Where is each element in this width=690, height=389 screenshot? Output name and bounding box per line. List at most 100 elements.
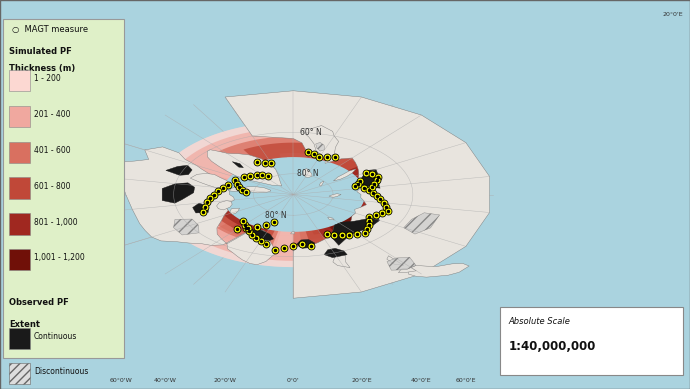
Polygon shape bbox=[197, 177, 293, 241]
Text: 20°0'W: 20°0'W bbox=[214, 378, 237, 383]
Polygon shape bbox=[227, 230, 277, 265]
Polygon shape bbox=[293, 188, 365, 228]
Text: Observed PF: Observed PF bbox=[9, 298, 69, 307]
Polygon shape bbox=[299, 168, 373, 198]
Text: 1,001 - 1,200: 1,001 - 1,200 bbox=[34, 253, 85, 263]
Text: 1:40,000,000: 1:40,000,000 bbox=[509, 340, 596, 353]
Polygon shape bbox=[328, 217, 334, 220]
Bar bbox=[9, 249, 30, 270]
Text: Discontinuous: Discontinuous bbox=[34, 367, 88, 376]
Polygon shape bbox=[233, 162, 244, 168]
FancyBboxPatch shape bbox=[500, 307, 683, 375]
Polygon shape bbox=[290, 232, 295, 234]
Polygon shape bbox=[398, 268, 416, 273]
Polygon shape bbox=[247, 230, 273, 240]
Polygon shape bbox=[244, 143, 393, 245]
Polygon shape bbox=[207, 150, 282, 186]
Polygon shape bbox=[315, 142, 324, 151]
Bar bbox=[9, 70, 30, 91]
Text: Continuous: Continuous bbox=[34, 332, 77, 341]
Polygon shape bbox=[217, 201, 233, 210]
Polygon shape bbox=[293, 132, 370, 171]
Polygon shape bbox=[293, 168, 393, 246]
Polygon shape bbox=[329, 194, 341, 197]
Polygon shape bbox=[297, 240, 315, 248]
Polygon shape bbox=[190, 173, 229, 188]
Polygon shape bbox=[186, 171, 293, 249]
Polygon shape bbox=[225, 91, 490, 298]
Polygon shape bbox=[279, 153, 314, 179]
Polygon shape bbox=[303, 168, 312, 177]
Text: 20°0'E: 20°0'E bbox=[662, 12, 683, 17]
Text: Simulated PF: Simulated PF bbox=[9, 47, 72, 56]
Polygon shape bbox=[239, 187, 270, 193]
Polygon shape bbox=[174, 219, 199, 235]
Text: 60° N: 60° N bbox=[300, 128, 322, 137]
Polygon shape bbox=[333, 252, 350, 268]
Polygon shape bbox=[298, 159, 381, 202]
Polygon shape bbox=[162, 183, 195, 203]
Bar bbox=[9, 142, 30, 163]
Polygon shape bbox=[293, 175, 381, 240]
Text: 60°0'E: 60°0'E bbox=[455, 378, 476, 383]
Polygon shape bbox=[193, 203, 208, 213]
Polygon shape bbox=[287, 157, 324, 183]
Polygon shape bbox=[293, 194, 357, 222]
Polygon shape bbox=[296, 195, 391, 243]
Text: ○  MAGT measure: ○ MAGT measure bbox=[12, 25, 88, 34]
Polygon shape bbox=[387, 257, 416, 270]
Polygon shape bbox=[221, 157, 365, 232]
Polygon shape bbox=[264, 149, 323, 175]
FancyBboxPatch shape bbox=[3, 19, 124, 358]
Polygon shape bbox=[293, 165, 381, 237]
Text: 40°0'W: 40°0'W bbox=[154, 378, 177, 383]
Text: 601 - 800: 601 - 800 bbox=[34, 182, 70, 191]
Text: 1 - 200: 1 - 200 bbox=[34, 74, 61, 84]
Polygon shape bbox=[408, 263, 469, 277]
Polygon shape bbox=[293, 180, 373, 235]
Polygon shape bbox=[404, 213, 440, 234]
Polygon shape bbox=[174, 163, 293, 256]
Text: 40°0'E: 40°0'E bbox=[411, 378, 432, 383]
Polygon shape bbox=[333, 169, 356, 181]
Polygon shape bbox=[197, 207, 285, 252]
Polygon shape bbox=[359, 170, 380, 188]
Polygon shape bbox=[242, 198, 290, 233]
Text: 201 - 400: 201 - 400 bbox=[34, 110, 70, 119]
Polygon shape bbox=[293, 157, 405, 252]
Text: 20°0'E: 20°0'E bbox=[351, 378, 372, 383]
Polygon shape bbox=[387, 256, 404, 265]
Polygon shape bbox=[230, 187, 238, 191]
Polygon shape bbox=[231, 202, 288, 238]
Text: Absolute Scale: Absolute Scale bbox=[509, 317, 571, 326]
Polygon shape bbox=[302, 147, 339, 173]
Bar bbox=[9, 213, 30, 235]
Polygon shape bbox=[166, 165, 192, 175]
Text: Extent: Extent bbox=[9, 320, 40, 329]
Polygon shape bbox=[230, 208, 239, 214]
Polygon shape bbox=[166, 128, 421, 261]
Text: 401 - 600: 401 - 600 bbox=[34, 146, 70, 155]
Text: 80° N: 80° N bbox=[265, 211, 286, 220]
Polygon shape bbox=[304, 126, 339, 157]
Polygon shape bbox=[120, 147, 275, 250]
Bar bbox=[9, 363, 30, 384]
Text: Thickness (m): Thickness (m) bbox=[9, 64, 75, 73]
Text: 801 - 1,000: 801 - 1,000 bbox=[34, 217, 77, 227]
Polygon shape bbox=[319, 181, 324, 186]
Text: 80° N: 80° N bbox=[297, 169, 318, 178]
Polygon shape bbox=[213, 194, 293, 230]
Polygon shape bbox=[206, 187, 293, 236]
Polygon shape bbox=[154, 122, 433, 267]
Polygon shape bbox=[331, 218, 380, 245]
Polygon shape bbox=[293, 188, 365, 223]
Polygon shape bbox=[297, 196, 375, 234]
Polygon shape bbox=[297, 196, 382, 238]
Polygon shape bbox=[300, 176, 365, 194]
Polygon shape bbox=[217, 223, 293, 257]
Polygon shape bbox=[217, 205, 286, 245]
Bar bbox=[9, 328, 30, 349]
Polygon shape bbox=[154, 122, 433, 267]
Polygon shape bbox=[230, 162, 356, 227]
Bar bbox=[9, 106, 30, 127]
